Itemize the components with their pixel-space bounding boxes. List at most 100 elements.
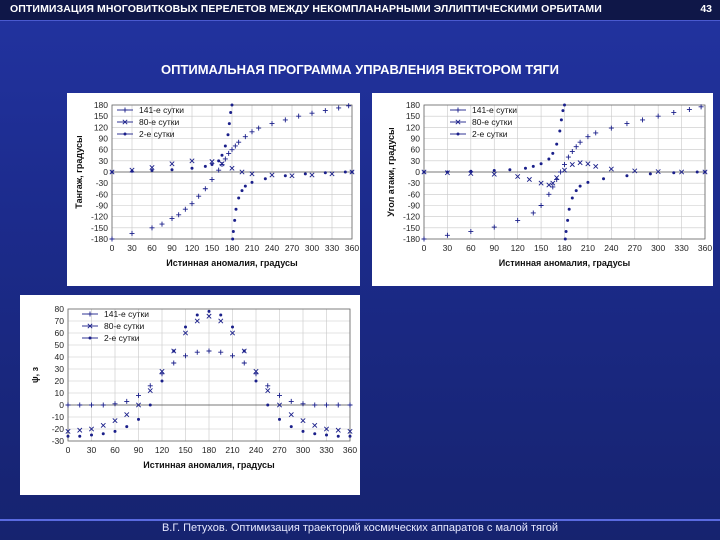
point-c2-s0-23 — [335, 402, 341, 408]
ytick-label-0-7: -30 — [96, 178, 109, 188]
ytick-label-0-3: 90 — [99, 134, 109, 144]
point-c1-s0-12 — [565, 154, 571, 160]
series-1-2 — [422, 103, 707, 241]
point-c0-s0-26 — [336, 105, 342, 111]
point-c2-s2-7 — [148, 403, 152, 407]
point-c1-s0-13 — [569, 149, 575, 155]
point-c2-s2-14 — [231, 325, 234, 329]
chart-pitch-svg: 0 30 60 90 120 150 180 210 240 270 300 330 360180150… — [74, 100, 359, 268]
point-c1-s2-15 — [563, 237, 567, 241]
x-axis-label-1: Истинная аномалия, градусы — [499, 258, 631, 268]
point-c0-s0-18 — [242, 134, 248, 140]
chart-pitch: 0 30 60 90 120 150 180 210 240 270 300 330 360 180 150… — [67, 93, 360, 286]
point-c2-s0-24 — [347, 402, 353, 408]
point-c0-s0-8 — [196, 193, 202, 199]
point-c1-s0-5 — [530, 210, 536, 216]
legend-1: 141-е сутки 80-е сутки 2-е сутки — [450, 105, 517, 139]
point-c2-s2-13 — [219, 313, 223, 317]
point-c1-s2-18 — [567, 207, 571, 211]
ytick-label-1-4: 60 — [411, 145, 421, 155]
point-c0-s0-20 — [256, 125, 262, 131]
point-c1-s1-4 — [515, 173, 521, 179]
ytick-label-0-5: 30 — [99, 156, 109, 166]
xtick-label-0-9: 270 — [285, 243, 299, 253]
point-c0-s2-27 — [350, 170, 354, 174]
point-c2-s0-20 — [300, 401, 306, 407]
point-c1-s2-24 — [625, 174, 629, 178]
point-c1-s0-23 — [686, 106, 692, 112]
ytick-label-0-8: -60 — [96, 189, 109, 199]
point-c2-s0-2 — [89, 402, 94, 408]
point-c1-s1-15 — [608, 166, 614, 172]
series-2-2 — [66, 309, 352, 438]
legend-label-1-0: 141-е сутки — [472, 105, 517, 115]
x-axis-label-2: Истинная аномалия, градусы — [143, 460, 275, 470]
xtick-label-2-11: 330 — [319, 445, 333, 455]
point-c0-s1-11 — [289, 173, 295, 179]
xtick-label-2-12: 360 — [343, 445, 357, 455]
ytick-label-1-10: -120 — [403, 212, 420, 222]
point-c1-s0-2 — [468, 229, 474, 235]
point-c1-s1-9 — [554, 175, 560, 181]
point-c1-s2-25 — [648, 172, 652, 176]
ytick-label-0-4: 60 — [99, 145, 109, 155]
ytick-label-1-12: -180 — [403, 234, 420, 244]
point-c1-s1-8 — [550, 180, 556, 186]
point-c0-s2-18 — [237, 196, 241, 200]
point-c0-s0-21 — [269, 121, 275, 127]
point-c0-s0-10 — [209, 176, 215, 182]
ytick-label-0-12: -180 — [91, 234, 108, 244]
point-c1-s2-28 — [703, 170, 707, 174]
xtick-label-0-5: 150 — [205, 243, 219, 253]
y-axis-label-1: Угол атаки, градусы — [386, 127, 396, 217]
point-c1-s2-1 — [445, 170, 449, 174]
point-c1-s1-5 — [526, 176, 532, 182]
point-c0-s0-13 — [222, 156, 228, 162]
point-c1-s2-16 — [564, 230, 568, 234]
point-c0-s1-13 — [329, 171, 335, 177]
point-c2-s2-22 — [325, 433, 328, 437]
point-c1-s0-24 — [698, 104, 704, 110]
point-c2-s1-18 — [276, 402, 283, 408]
xtick-label-1-8: 240 — [604, 243, 618, 253]
xtick-label-1-5: 150 — [534, 243, 548, 253]
ytick-label-0-9: -90 — [96, 201, 109, 211]
point-c0-s0-9 — [202, 186, 208, 192]
point-c1-s2-6 — [531, 164, 535, 168]
point-c1-s0-1 — [444, 232, 450, 238]
point-c2-s2-6 — [137, 417, 140, 421]
ytick-label-2-7: 10 — [55, 388, 65, 398]
point-c0-s2-3 — [170, 168, 174, 172]
xtick-label-1-4: 120 — [511, 243, 525, 253]
footer-caption: В.Г. Петухов. Оптимизация траекторий кос… — [161, 522, 559, 534]
ytick-label-2-6: 20 — [55, 376, 65, 386]
point-c2-s1-5 — [124, 412, 130, 418]
xtick-label-0-8: 240 — [265, 243, 279, 253]
xtick-label-1-12: 360 — [698, 243, 712, 253]
ytick-label-2-4: 40 — [55, 352, 65, 362]
point-c1-s0-6 — [538, 203, 544, 208]
xtick-label-1-10: 300 — [651, 243, 665, 253]
legend-label-0-0: 141-е сутки — [139, 105, 184, 115]
point-c1-s1-7 — [546, 182, 552, 188]
slide-subtitle: ОПТИМАЛЬНАЯ ПРОГРАММА УПРАВЛЕНИЯ ВЕКТОРО… — [160, 62, 560, 77]
xtick-label-1-1: 30 — [443, 243, 453, 253]
ytick-label-1-6: 0 — [415, 167, 420, 177]
point-c0-s0-24 — [309, 110, 315, 116]
point-c0-s1-2 — [149, 165, 155, 171]
point-c2-s0-legend — [87, 311, 93, 317]
point-c2-s0-21 — [312, 402, 318, 408]
series-0-2 — [110, 103, 354, 241]
ytick-label-2-0: 80 — [55, 304, 65, 314]
point-c0-s0-1 — [129, 230, 135, 236]
point-c1-s2-21 — [578, 184, 582, 188]
ytick-label-0-11: -150 — [91, 223, 108, 233]
point-c2-s1-4 — [112, 418, 118, 424]
point-c1-s1-3 — [491, 171, 497, 177]
point-c1-s0-legend — [455, 107, 461, 113]
point-c2-s1-22 — [323, 426, 330, 432]
xtick-label-0-0: 0 — [110, 243, 115, 253]
point-c0-s2-2 — [150, 169, 154, 173]
chart-attack-angle-svg: 0 30 60 90 120 150 180 210 240 270 300 330 360180150… — [386, 100, 712, 268]
ytick-label-2-2: 60 — [55, 328, 65, 338]
